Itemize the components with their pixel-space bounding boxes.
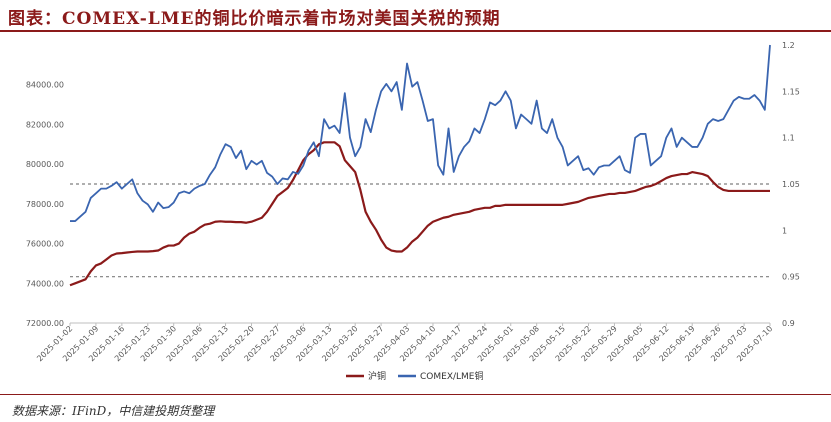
- series-line-shfe: [69, 141, 770, 287]
- y-right-tick-label: 1.1: [782, 134, 795, 143]
- y-right-tick-label: 1.15: [782, 87, 800, 96]
- y-right-tick-label: 0.9: [782, 319, 795, 328]
- series-line-comex-lme: [70, 44, 771, 222]
- source-rule: [0, 394, 831, 395]
- y-left-axis: 72000.00 74000.00 76000.00 78000.00 80000.00…: [26, 81, 64, 328]
- legend-label-comex-lme: COMEX/LME铜: [420, 370, 483, 382]
- y-left-tick-label: 72000.00: [26, 319, 64, 328]
- y-right-tick-label: 1.2: [782, 41, 795, 50]
- y-left-tick-label: 80000.00: [26, 160, 64, 169]
- y-right-tick-label: 0.95: [782, 273, 800, 282]
- y-left-tick-label: 82000.00: [26, 120, 64, 129]
- y-right-tick-label: 1.05: [782, 180, 800, 189]
- legend-label-shfe: 沪铜: [368, 370, 386, 382]
- reference-lines: [70, 183, 770, 278]
- y-left-tick-label: 74000.00: [26, 279, 64, 288]
- y-left-tick-label: 78000.00: [26, 200, 64, 209]
- y-left-tick-label: 76000.00: [26, 240, 64, 249]
- source-note: 数据来源：IFinD，中信建投期货整理: [12, 404, 215, 418]
- y-left-tick-label: 84000.00: [26, 81, 64, 90]
- x-axis: 2025-01-022025-01-092025-01-162025-01-23…: [35, 323, 774, 363]
- y-right-tick-label: 1: [782, 226, 787, 235]
- chart-title: 图表：COMEX-LME的铜比价暗示着市场对美国关税的预期: [8, 9, 501, 29]
- legend: 沪铜 COMEX/LME铜: [346, 370, 483, 382]
- title-rule: [0, 30, 831, 32]
- chart-canvas: 72000.00 74000.00 76000.00 78000.00 80000.00…: [26, 41, 800, 382]
- y-right-axis: 0.9 0.95 1 1.05 1.1 1.15 1.2: [782, 41, 800, 328]
